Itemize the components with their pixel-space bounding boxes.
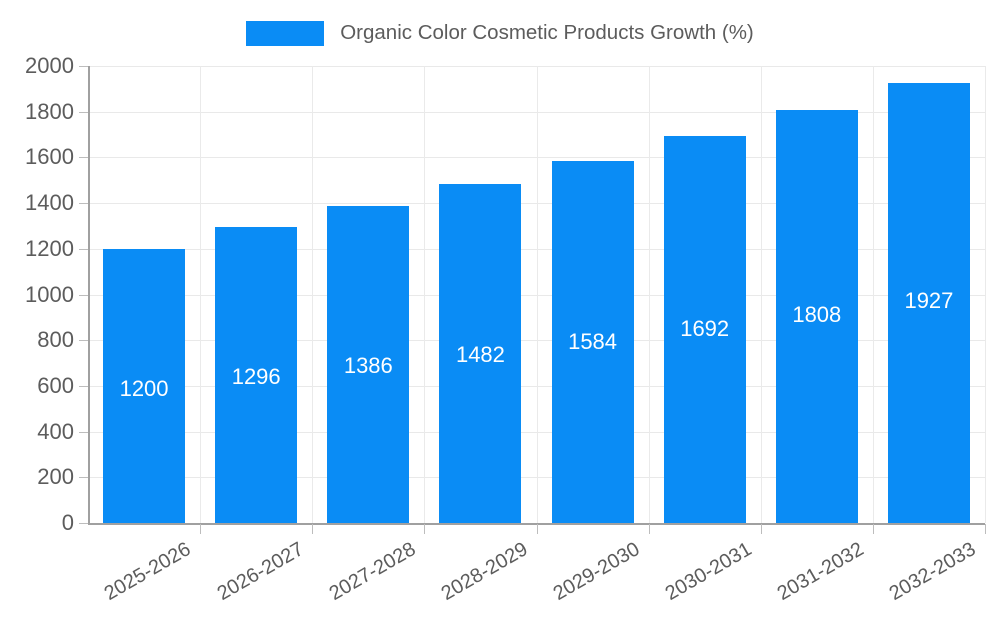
bar[interactable]: 1927 <box>887 82 970 523</box>
y-axis-tick-label: 200 <box>37 464 74 490</box>
y-axis-tick-label: 1800 <box>25 98 74 124</box>
bar-value-label: 1296 <box>231 364 281 390</box>
x-axis-tick-label: 2026-2027 <box>213 538 308 606</box>
x-axis-tick-label: 2027-2028 <box>325 538 420 606</box>
y-axis-line <box>88 66 90 524</box>
bar-value-label: 1927 <box>904 287 954 313</box>
y-axis-tick-mark <box>79 340 88 342</box>
y-axis-tick-mark <box>79 248 88 250</box>
gridline-horizontal <box>88 477 985 479</box>
gridline-horizontal <box>88 340 985 342</box>
x-axis-tick-mark <box>985 524 986 534</box>
bar[interactable]: 1584 <box>551 161 634 523</box>
x-axis-tick-mark <box>761 524 762 534</box>
y-axis-tick-mark <box>79 294 88 296</box>
y-axis-tick-label: 1400 <box>25 190 74 216</box>
x-axis-tick-label: 2025-2026 <box>101 538 195 606</box>
x-axis-tick-label: 2032-2033 <box>885 538 980 606</box>
x-axis-tick-mark <box>200 524 201 534</box>
bar-value-label: 1692 <box>680 316 730 342</box>
y-axis-tick-label: 400 <box>37 418 74 444</box>
bar[interactable]: 1482 <box>439 184 522 523</box>
bar-value-label: 1200 <box>119 375 169 401</box>
y-axis-tick-mark <box>79 66 88 67</box>
plot-area: 1200 1296 1386 1482 1584 1692 1808 1927 <box>88 66 986 525</box>
gridline-horizontal <box>88 66 985 67</box>
bar[interactable]: 1296 <box>215 226 298 523</box>
y-axis-tick-label: 800 <box>37 327 74 353</box>
y-axis-tick-mark <box>79 157 88 159</box>
bar-value-label: 1386 <box>343 353 393 379</box>
gridline-vertical <box>424 66 425 523</box>
x-axis-tick-mark <box>873 524 874 534</box>
gridline-horizontal <box>88 111 985 113</box>
y-axis-tick-label: 2000 <box>25 53 74 78</box>
y-axis-tick-label: 600 <box>37 372 74 398</box>
bar[interactable]: 1808 <box>775 109 858 523</box>
bar-value-label: 1584 <box>568 329 618 355</box>
bar[interactable]: 1692 <box>663 136 746 523</box>
chart-legend: Organic Color Cosmetic Products Growth (… <box>0 14 1000 52</box>
gridline-vertical <box>761 66 762 523</box>
legend-swatch-icon[interactable] <box>246 20 325 46</box>
bar-chart: Organic Color Cosmetic Products Growth (… <box>0 14 1000 605</box>
bar[interactable]: 1386 <box>327 206 410 523</box>
y-axis-tick-mark <box>79 111 88 113</box>
gridline-vertical <box>200 66 201 523</box>
gridline-horizontal <box>88 385 985 387</box>
gridline-vertical <box>649 66 650 523</box>
y-axis-tick-mark <box>79 523 88 524</box>
x-axis-tick-mark <box>424 524 425 534</box>
x-axis-tick-label: 2030-2031 <box>661 538 756 606</box>
gridline-horizontal <box>88 157 985 159</box>
y-axis-tick-label: 1200 <box>25 235 74 261</box>
gridline-vertical <box>985 66 986 523</box>
gridline-horizontal <box>88 294 985 296</box>
x-axis-tick-mark <box>537 524 538 534</box>
bar-value-label: 1808 <box>792 302 842 328</box>
x-axis-tick-label: 2031-2032 <box>773 538 868 606</box>
y-axis-tick-mark <box>79 477 88 479</box>
y-axis-tick-label: 1600 <box>25 144 74 170</box>
gridline-horizontal <box>88 203 985 205</box>
gridline-horizontal <box>88 431 985 433</box>
y-axis-tick-mark <box>79 385 88 387</box>
bar[interactable]: 1200 <box>103 248 186 523</box>
y-axis-tick-label: 1000 <box>25 281 74 307</box>
y-axis-tick-label: 0 <box>61 510 74 535</box>
y-axis-tick-mark <box>79 431 88 433</box>
gridline-horizontal <box>88 248 985 250</box>
x-axis-tick-label: 2029-2030 <box>549 538 644 606</box>
gridline-vertical <box>312 66 313 523</box>
gridline-vertical <box>537 66 538 523</box>
bar-value-label: 1482 <box>455 341 505 367</box>
x-axis-tick-mark <box>649 524 650 534</box>
x-axis-tick-label: 2028-2029 <box>437 538 532 606</box>
y-axis-tick-mark <box>79 203 88 205</box>
legend-label[interactable]: Organic Color Cosmetic Products Growth (… <box>340 20 754 44</box>
gridline-vertical <box>873 66 874 523</box>
x-axis-tick-mark <box>312 524 313 534</box>
x-axis-baseline <box>88 523 985 525</box>
